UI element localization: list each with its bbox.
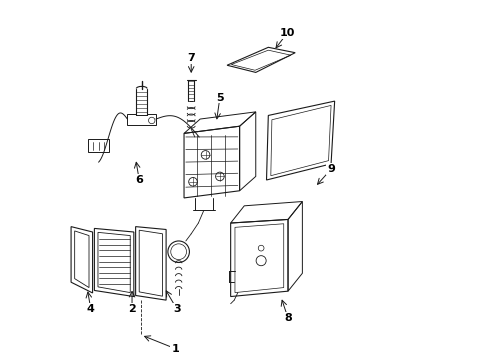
Text: 6: 6 <box>135 175 143 185</box>
Text: 9: 9 <box>327 164 335 174</box>
Text: 8: 8 <box>284 313 292 323</box>
Text: 7: 7 <box>187 53 195 63</box>
Text: 5: 5 <box>216 93 224 103</box>
Text: 1: 1 <box>171 343 179 354</box>
Text: 3: 3 <box>173 304 181 314</box>
Text: 4: 4 <box>87 304 95 314</box>
Text: 2: 2 <box>128 304 136 314</box>
Text: 10: 10 <box>280 28 295 38</box>
